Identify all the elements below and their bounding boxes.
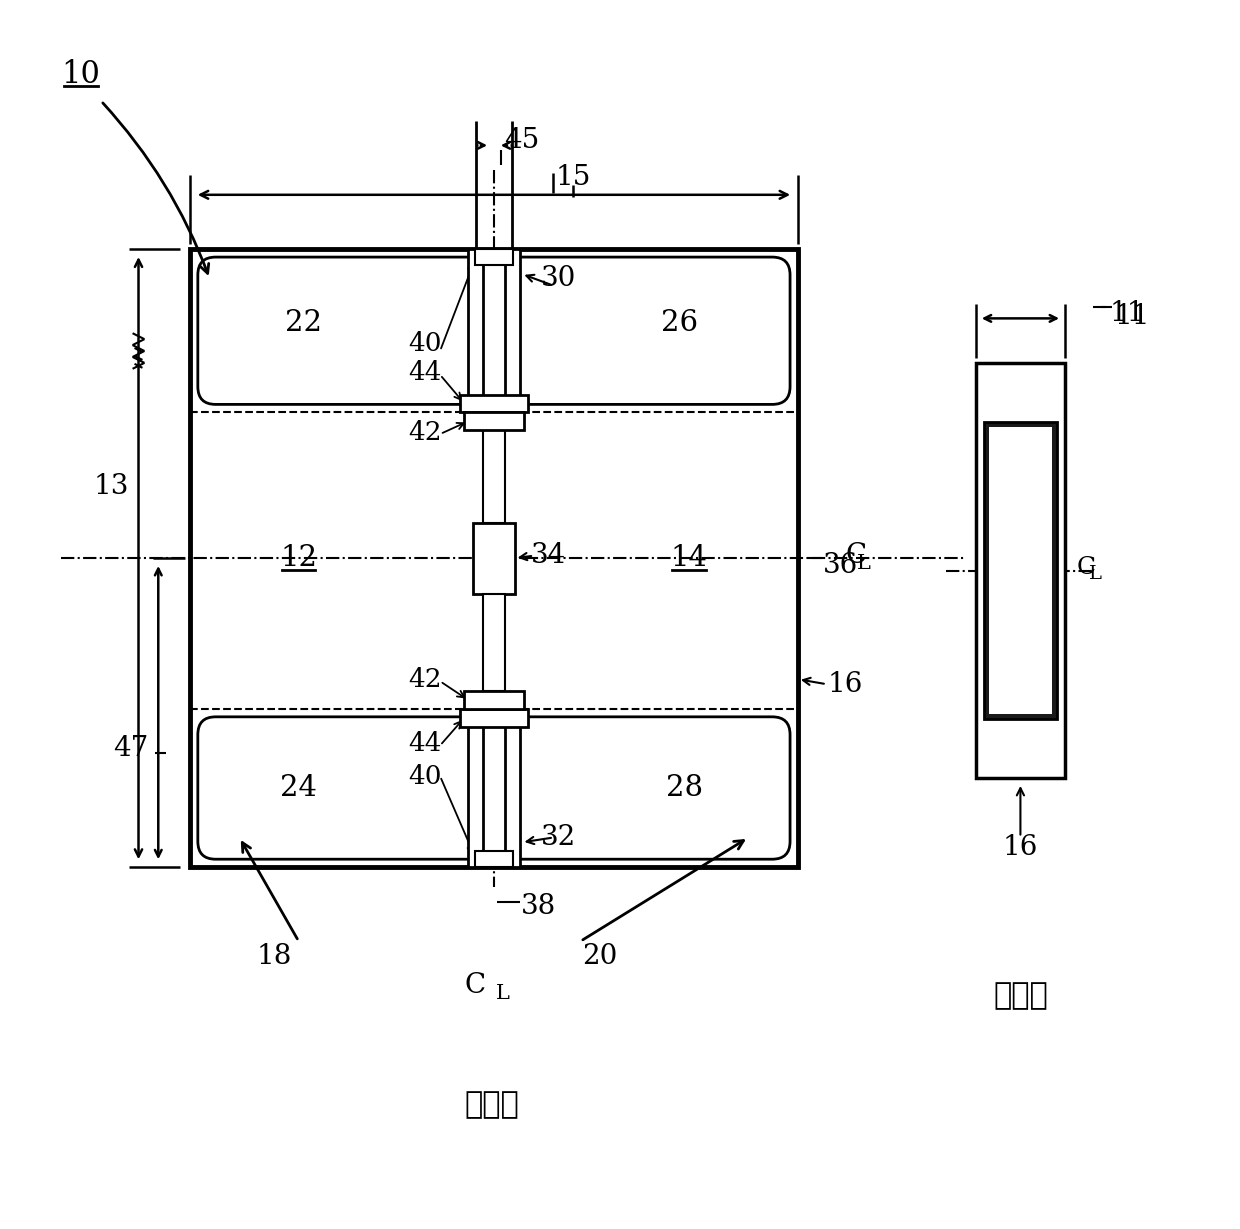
Text: 22: 22: [285, 310, 322, 337]
Bar: [988, 428, 1052, 714]
Text: 30: 30: [541, 265, 577, 293]
Text: L: L: [496, 984, 510, 1003]
FancyBboxPatch shape: [198, 717, 486, 859]
Text: L: L: [857, 553, 872, 573]
Text: 11: 11: [1115, 302, 1149, 329]
Text: 45: 45: [505, 127, 539, 154]
Bar: [460, 395, 527, 412]
Bar: [460, 709, 527, 726]
Text: 36: 36: [822, 552, 858, 579]
Bar: [484, 430, 505, 522]
Text: 44: 44: [408, 360, 441, 385]
Bar: [475, 852, 512, 868]
Text: 10: 10: [62, 59, 100, 90]
Bar: [484, 594, 505, 691]
Bar: [474, 522, 515, 594]
Text: 14: 14: [671, 543, 708, 571]
Text: 侧视图: 侧视图: [993, 981, 1048, 1011]
Text: 26: 26: [661, 310, 698, 337]
Text: 40: 40: [408, 763, 441, 789]
Bar: [976, 363, 1065, 778]
Text: 32: 32: [541, 823, 577, 850]
FancyBboxPatch shape: [502, 717, 790, 859]
Bar: [484, 707, 505, 868]
Text: 47: 47: [113, 735, 149, 762]
FancyBboxPatch shape: [502, 257, 790, 404]
Text: 42: 42: [408, 419, 441, 445]
Text: 24: 24: [280, 774, 317, 803]
Text: L: L: [1089, 565, 1101, 584]
Text: 40: 40: [408, 331, 441, 355]
Text: 44: 44: [408, 731, 441, 756]
Text: 顶视图: 顶视图: [464, 1089, 518, 1120]
Text: C: C: [1076, 556, 1096, 579]
Bar: [484, 249, 505, 414]
Bar: [190, 249, 799, 868]
Bar: [464, 691, 523, 709]
Bar: [464, 412, 523, 430]
Text: C: C: [846, 542, 867, 569]
Bar: [983, 423, 1056, 719]
Bar: [469, 709, 520, 868]
Text: 15: 15: [556, 163, 590, 190]
Text: 34: 34: [531, 542, 567, 569]
Text: 16: 16: [1003, 833, 1038, 860]
Text: 28: 28: [666, 774, 703, 803]
Text: 20: 20: [583, 943, 618, 970]
Text: 13: 13: [93, 473, 129, 500]
Text: 11: 11: [1110, 300, 1145, 327]
Text: 12: 12: [280, 543, 317, 571]
Bar: [475, 249, 512, 265]
Text: 16: 16: [827, 671, 863, 698]
Text: C: C: [465, 972, 486, 999]
Bar: [469, 249, 520, 412]
Text: 38: 38: [521, 893, 557, 921]
FancyBboxPatch shape: [198, 257, 486, 404]
Text: 18: 18: [257, 943, 291, 970]
Text: 42: 42: [408, 667, 441, 692]
